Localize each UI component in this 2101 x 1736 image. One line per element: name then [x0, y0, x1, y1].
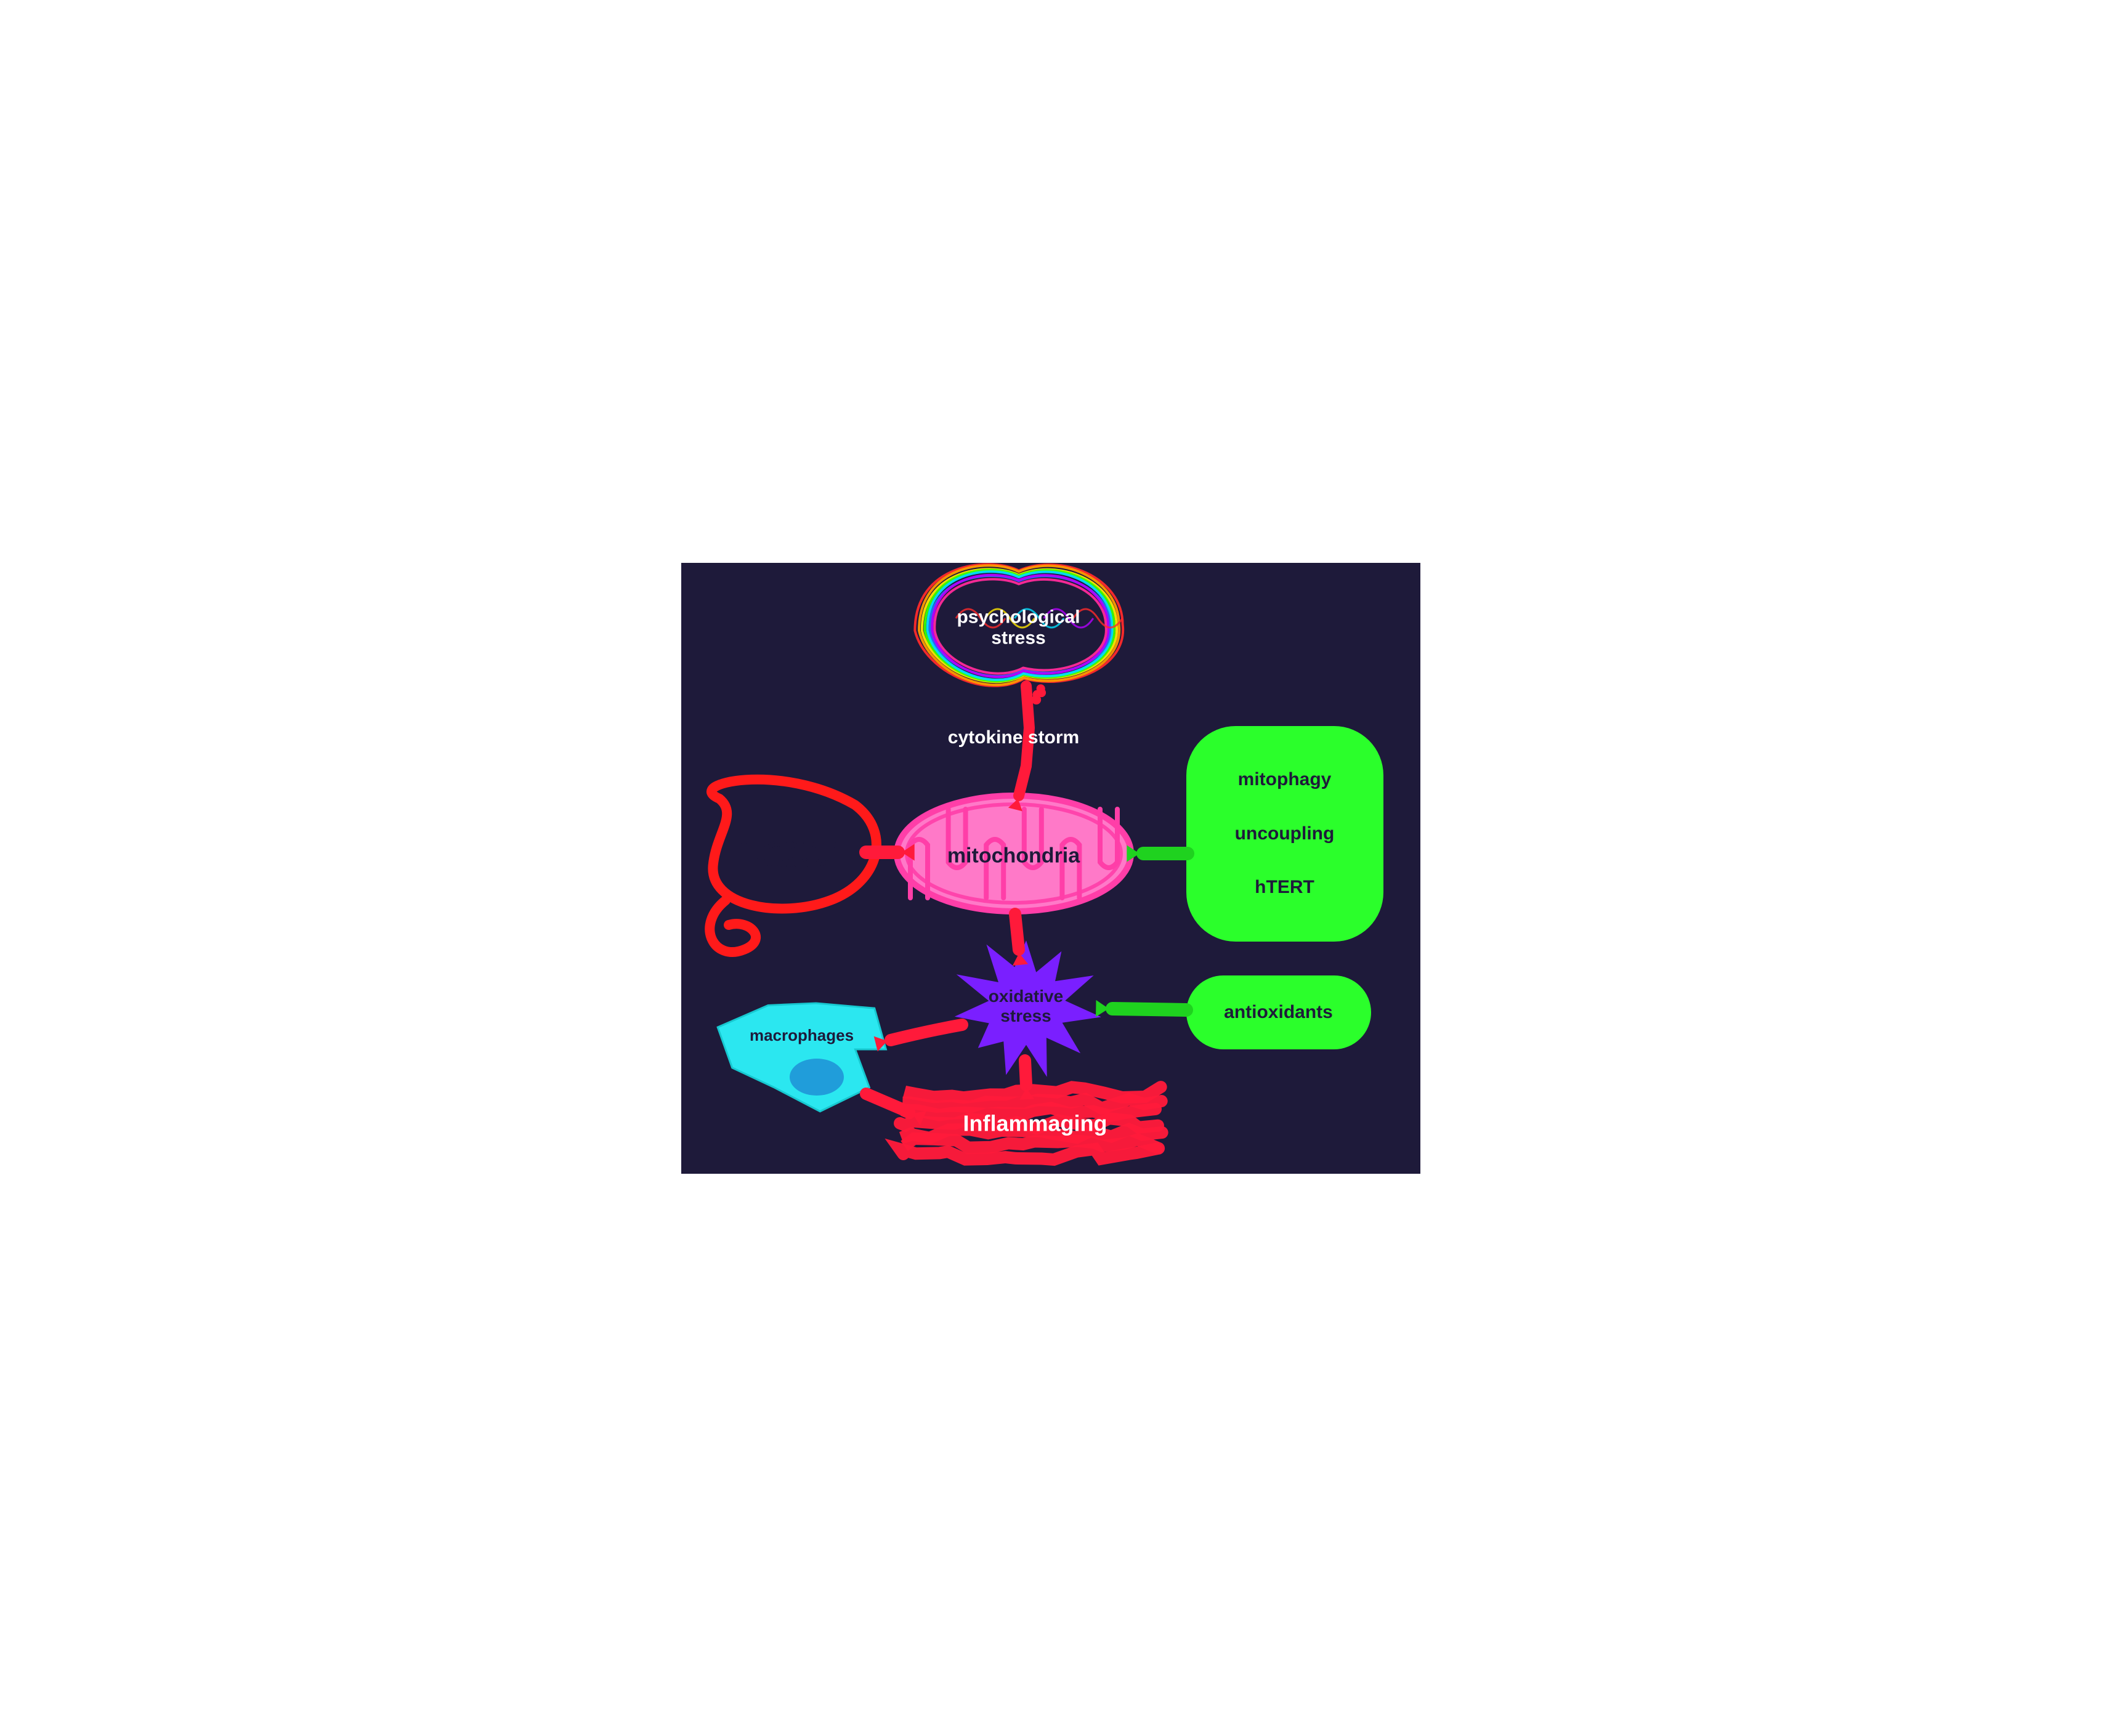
arrow-antiox-to-ox	[1096, 999, 1186, 1016]
dna-node	[710, 779, 876, 951]
diagram-canvas: mitophagyuncouplinghTERTantioxidantsmito…	[681, 563, 1420, 1174]
arrow-ox-to-macro	[873, 1025, 961, 1051]
diagram-svg	[681, 563, 1420, 1174]
antioxidants-node	[1186, 975, 1371, 1049]
protectors-node	[1186, 726, 1383, 942]
arrow-protectors-to-mito	[1127, 845, 1188, 862]
mitochondria-node	[897, 796, 1131, 911]
brain-node	[915, 564, 1123, 685]
arrow-brain-to-mito	[1008, 684, 1045, 811]
